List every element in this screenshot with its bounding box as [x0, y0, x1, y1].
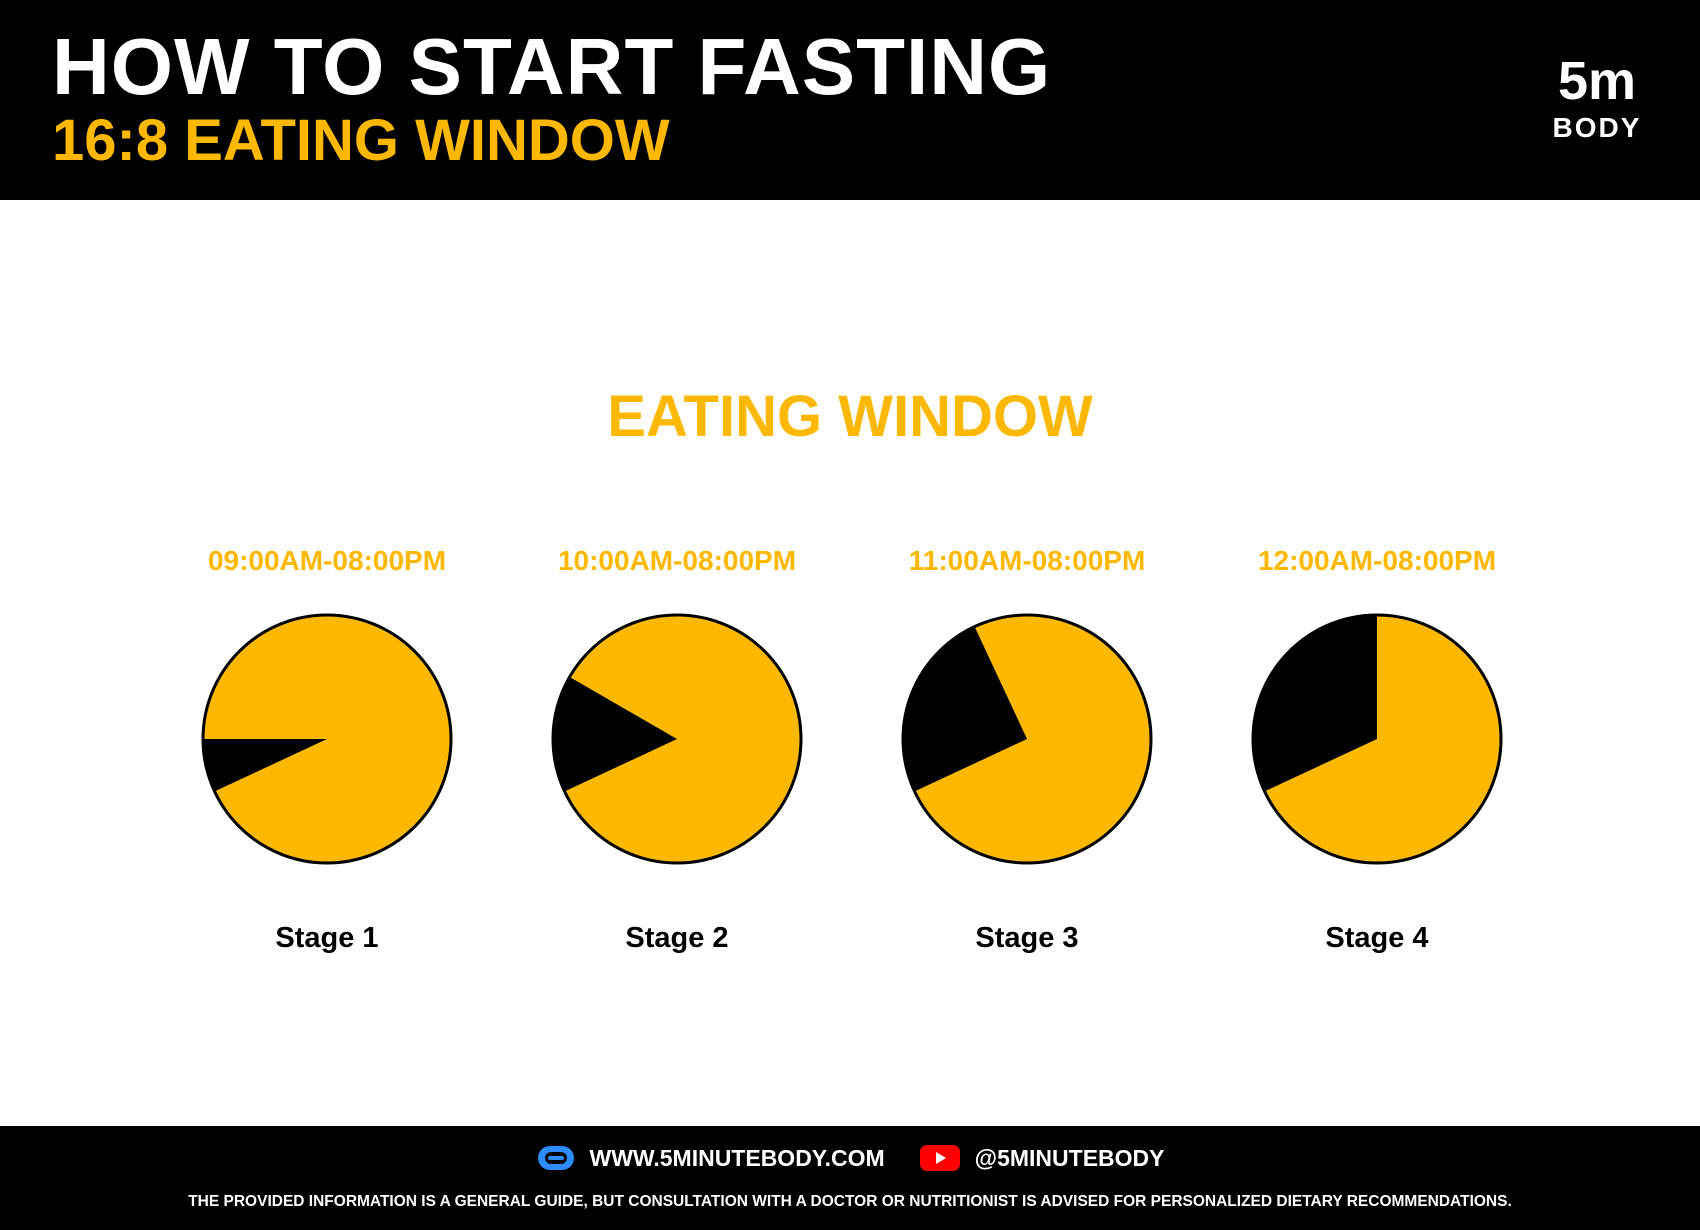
link-icon	[537, 1146, 574, 1170]
section-title: EATING WINDOW	[607, 384, 1093, 449]
youtube-link[interactable]: @5MINUTEBODY	[919, 1142, 1165, 1174]
stage-1-fasting-slice	[203, 739, 327, 792]
stage-2-pie	[551, 613, 803, 865]
stage-3-pie	[901, 613, 1153, 865]
stage-4-card: 12:00AM-08:00PM Stage 4	[1202, 540, 1552, 960]
stage-2-window: 10:00AM-08:00PM	[557, 545, 797, 576]
stage-3-pie-outline	[901, 613, 1153, 865]
stage-2-label: Stage 2	[625, 922, 729, 954]
stage-1-card: 09:00AM-08:00PM Stage 1	[152, 540, 502, 960]
footer-links: WWW.5MINUTEBODY.COM @5MINUTEBODY	[0, 1142, 1700, 1174]
stage-3-fasting-slice	[903, 626, 1027, 792]
stage-2-fasting-slice	[553, 677, 677, 792]
page-title: HOW TO START FASTING	[52, 22, 1052, 111]
stage-2-pie-outline	[551, 613, 803, 865]
stage-4-label: Stage 4	[1325, 922, 1429, 954]
logo-mark: 5m	[1557, 51, 1637, 111]
brand-logo: 5m BODY	[1532, 52, 1662, 152]
logo-wordmark: BODY	[1552, 112, 1642, 143]
youtube-icon	[919, 1145, 960, 1171]
header-bar: HOW TO START FASTING 16:8 EATING WINDOW …	[0, 0, 1700, 200]
footer-bar: WWW.5MINUTEBODY.COM @5MINUTEBODY THE PRO…	[0, 1126, 1700, 1230]
stage-2-card: 10:00AM-08:00PM Stage 2	[502, 540, 852, 960]
website-text: WWW.5MINUTEBODY.COM	[589, 1145, 885, 1171]
stage-4-window: 12:00AM-08:00PM	[1257, 545, 1497, 576]
stage-1-pie	[201, 613, 453, 865]
youtube-handle: @5MINUTEBODY	[974, 1145, 1165, 1171]
page-subtitle: 16:8 EATING WINDOW	[52, 108, 670, 173]
stage-1-pie-outline	[201, 613, 453, 865]
disclaimer-text: THE PROVIDED INFORMATION IS A GENERAL GU…	[188, 1193, 1512, 1210]
stage-3-label: Stage 3	[975, 922, 1079, 954]
stage-1-window: 09:00AM-08:00PM	[207, 545, 447, 576]
stage-4-pie-outline	[1251, 613, 1503, 865]
stage-1-label: Stage 1	[275, 922, 379, 954]
stage-3-card: 11:00AM-08:00PM Stage 3	[852, 540, 1202, 960]
stage-3-window: 11:00AM-08:00PM	[908, 545, 1146, 576]
stage-4-pie	[1251, 613, 1503, 865]
website-link[interactable]: WWW.5MINUTEBODY.COM	[536, 1142, 885, 1174]
